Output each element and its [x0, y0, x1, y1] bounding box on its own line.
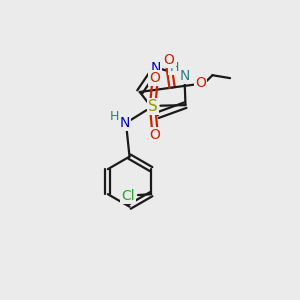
Text: S: S	[148, 99, 158, 114]
Text: N: N	[151, 61, 161, 75]
Text: O: O	[149, 71, 160, 85]
Text: H: H	[169, 61, 179, 74]
Text: N: N	[179, 69, 190, 83]
Text: O: O	[149, 128, 160, 142]
Text: N: N	[120, 116, 130, 130]
Text: H: H	[110, 110, 119, 123]
Text: O: O	[164, 52, 175, 67]
Text: Cl: Cl	[121, 189, 134, 202]
Text: O: O	[195, 76, 206, 90]
